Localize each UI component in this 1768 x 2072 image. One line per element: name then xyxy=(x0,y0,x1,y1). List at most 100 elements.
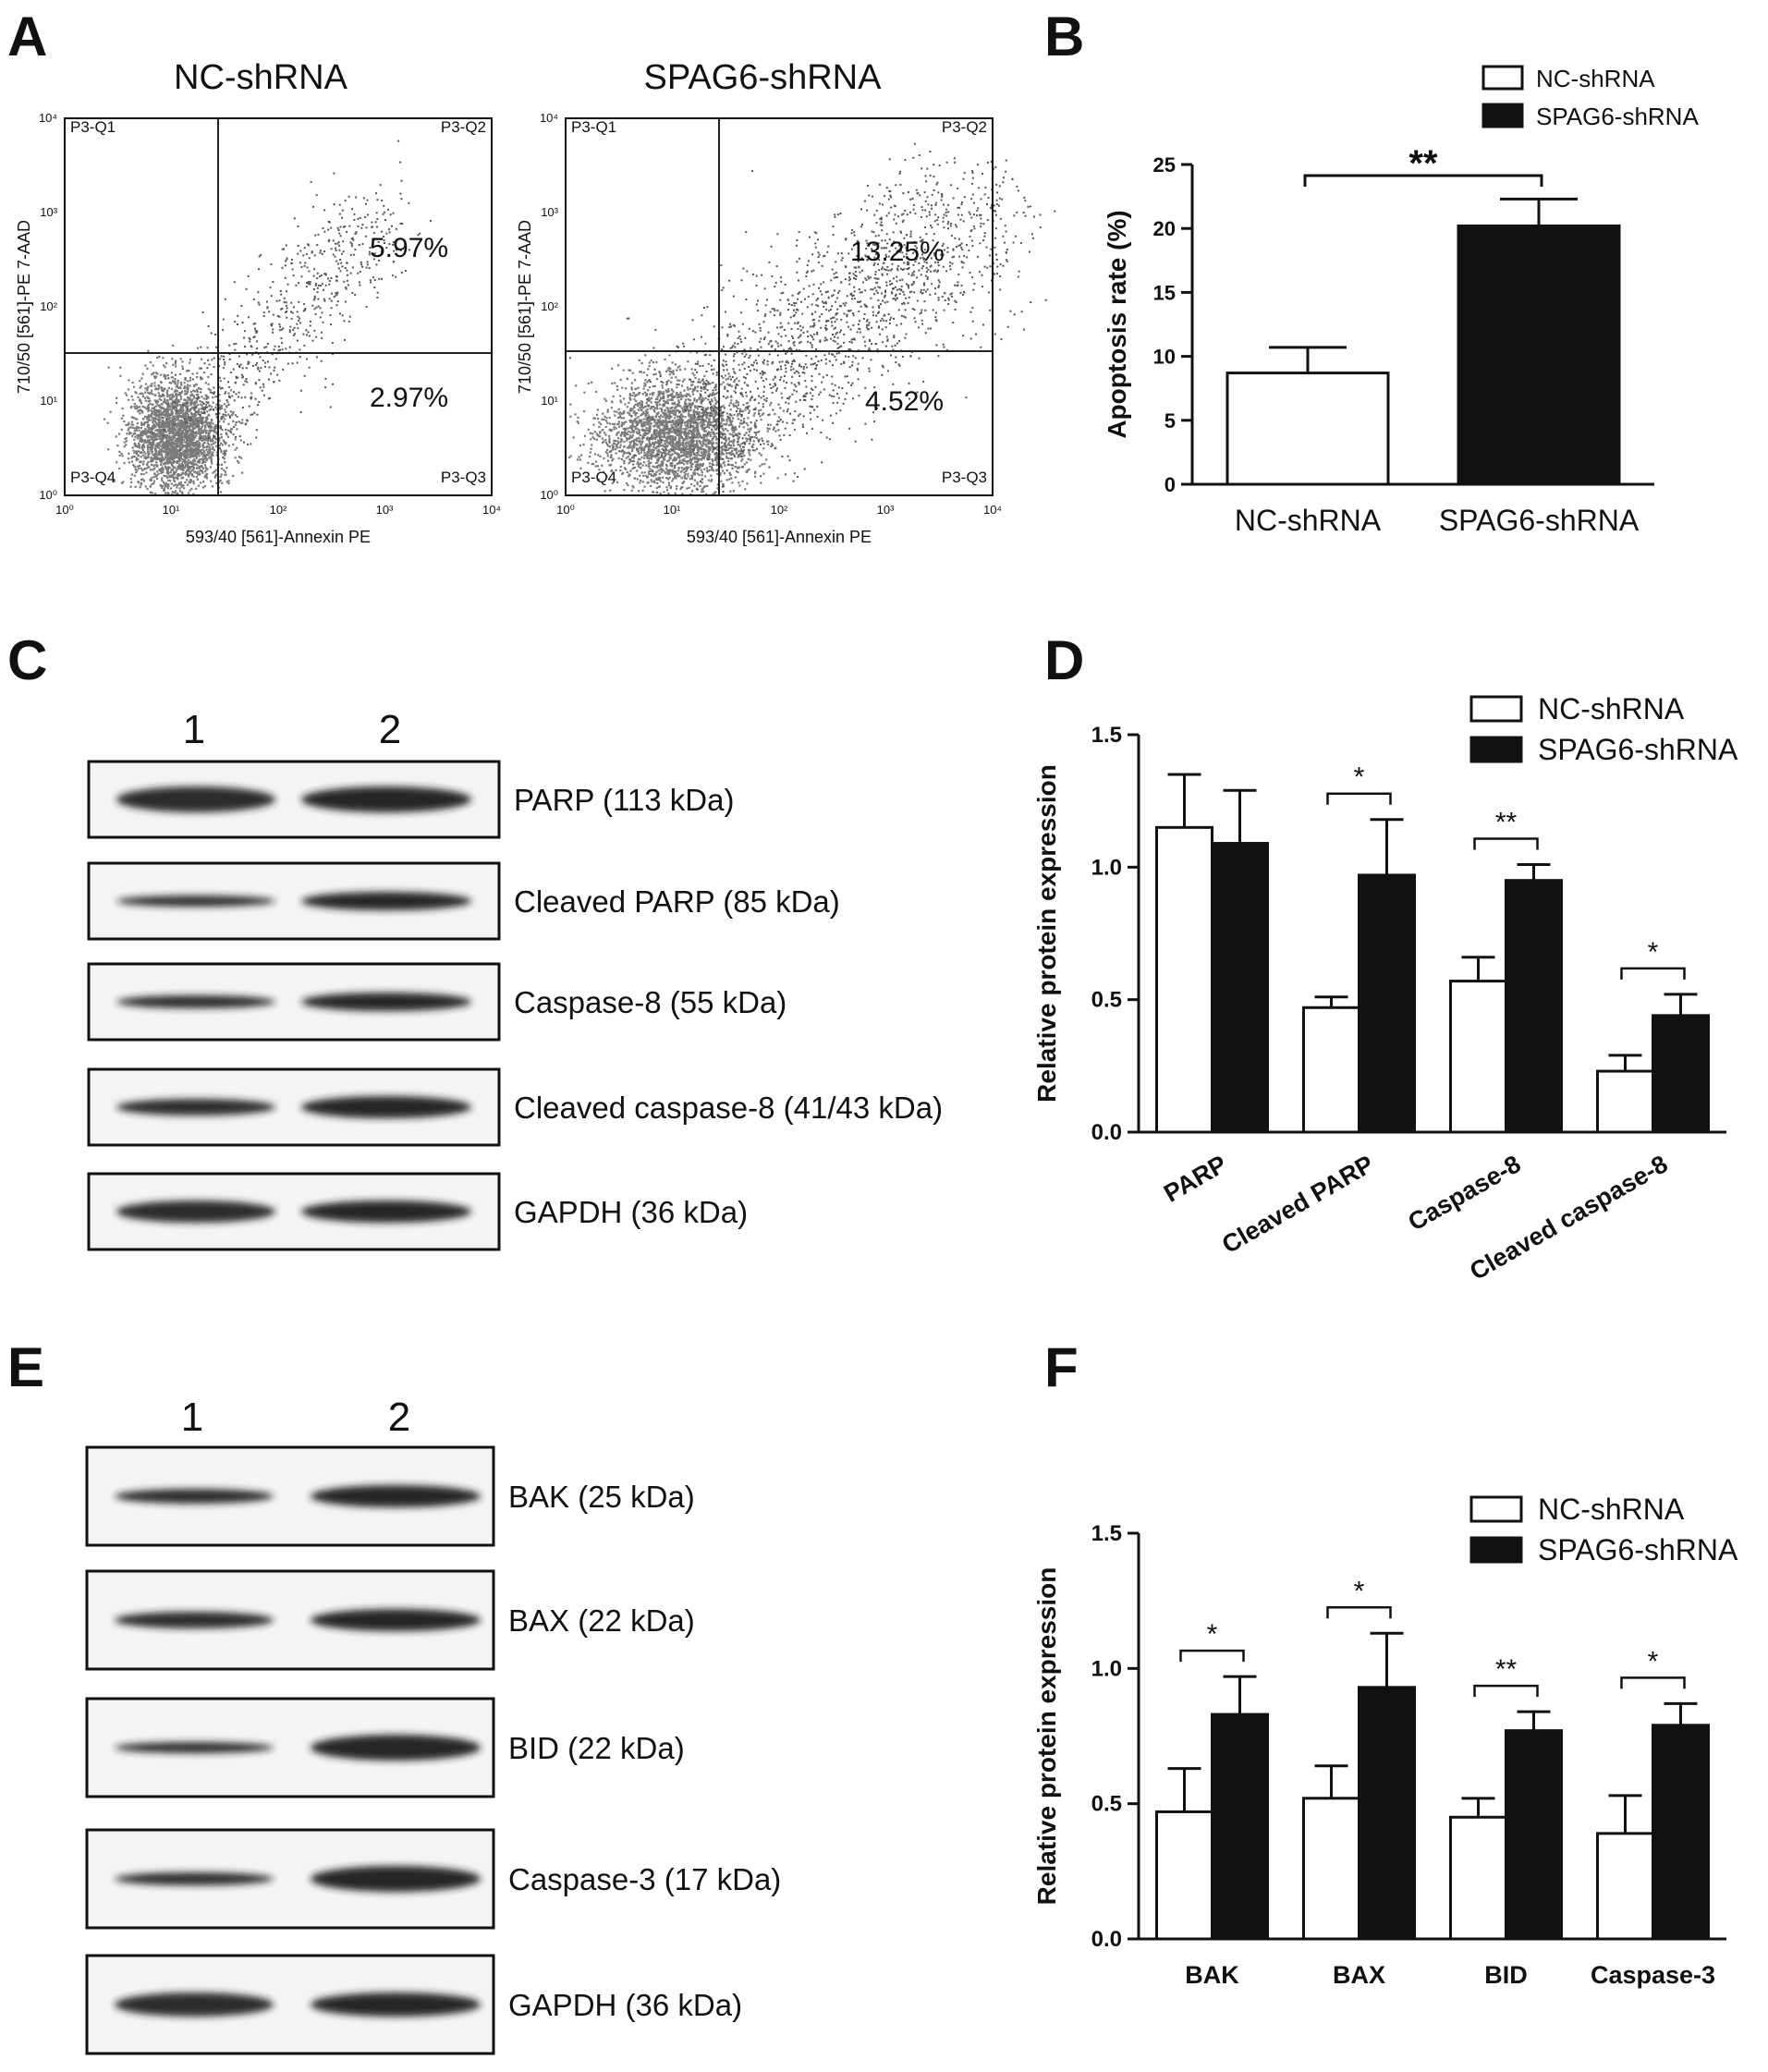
event-dot xyxy=(213,430,216,433)
event-dot xyxy=(188,444,190,446)
event-dot xyxy=(750,427,752,430)
event-dot xyxy=(670,376,673,379)
event-dot xyxy=(232,443,235,446)
event-dot xyxy=(160,386,163,389)
event-dot xyxy=(598,425,601,429)
event-dot xyxy=(146,389,149,392)
event-dot xyxy=(144,415,147,418)
event-dot xyxy=(376,199,379,201)
event-dot xyxy=(291,268,294,271)
flow-title: SPAG6-shRNA xyxy=(644,58,883,97)
event-dot xyxy=(682,454,685,457)
event-dot xyxy=(163,395,165,397)
event-dot xyxy=(147,391,150,394)
event-dot xyxy=(606,410,609,413)
event-dot xyxy=(224,470,226,473)
event-dot xyxy=(706,443,709,445)
event-dot xyxy=(201,408,203,410)
event-dot xyxy=(580,454,583,457)
event-dot xyxy=(161,430,164,433)
event-dot xyxy=(701,416,703,419)
event-dot xyxy=(172,427,175,430)
event-dot xyxy=(146,416,149,419)
event-dot xyxy=(153,434,156,437)
event-dot xyxy=(279,290,282,292)
event-dot xyxy=(120,481,124,484)
event-dot xyxy=(160,403,163,406)
event-dot xyxy=(328,238,331,241)
flow-frame xyxy=(64,117,493,496)
event-dot xyxy=(192,454,195,457)
event-dot xyxy=(395,275,397,278)
event-dot xyxy=(677,436,680,439)
event-dot xyxy=(688,412,690,415)
event-dot xyxy=(674,492,677,494)
event-dot xyxy=(157,435,160,438)
event-dot xyxy=(201,471,204,474)
event-dot xyxy=(759,465,762,468)
event-dot xyxy=(195,376,199,379)
event-dot xyxy=(175,422,177,425)
event-dot xyxy=(176,425,178,428)
event-dot xyxy=(737,418,739,420)
event-dot xyxy=(212,408,214,410)
event-dot xyxy=(292,329,295,332)
event-dot xyxy=(609,456,612,458)
event-dot xyxy=(754,471,757,475)
event-dot xyxy=(696,442,699,445)
event-dot xyxy=(177,421,180,424)
event-dot xyxy=(205,477,208,480)
event-dot xyxy=(638,463,640,466)
event-dot xyxy=(189,455,192,457)
event-dot xyxy=(638,402,640,405)
event-dot xyxy=(628,413,631,416)
event-dot xyxy=(213,476,216,479)
event-dot xyxy=(663,432,665,434)
event-dot xyxy=(697,451,700,454)
event-dot xyxy=(184,414,187,417)
event-dot xyxy=(143,451,146,454)
event-dot xyxy=(224,443,227,445)
event-dot xyxy=(252,298,255,300)
event-dot xyxy=(181,414,184,417)
event-dot xyxy=(163,429,165,432)
event-dot xyxy=(166,393,169,396)
event-dot xyxy=(669,367,672,370)
event-dot xyxy=(147,400,150,403)
event-dot xyxy=(199,367,201,370)
event-dot xyxy=(123,462,126,465)
event-dot xyxy=(631,467,634,470)
event-dot xyxy=(645,427,648,430)
event-dot xyxy=(209,391,212,394)
event-dot xyxy=(664,423,666,427)
event-dot xyxy=(143,433,146,435)
event-dot xyxy=(160,468,164,470)
event-dot xyxy=(185,472,188,475)
event-dot xyxy=(200,376,202,379)
event-dot xyxy=(645,410,648,413)
event-dot xyxy=(172,454,176,457)
event-dot xyxy=(577,421,579,424)
event-dot xyxy=(158,395,161,397)
event-dot xyxy=(205,396,208,399)
event-dot xyxy=(696,447,699,450)
event-dot xyxy=(179,435,182,438)
event-dot xyxy=(280,293,283,296)
event-dot xyxy=(155,402,158,405)
event-dot xyxy=(244,380,247,383)
event-dot xyxy=(689,448,691,451)
event-dot xyxy=(192,475,195,478)
event-dot xyxy=(758,452,761,455)
event-dot xyxy=(215,473,218,476)
event-dot xyxy=(179,442,182,445)
event-dot xyxy=(293,326,296,329)
event-dot xyxy=(321,283,323,286)
event-dot xyxy=(234,448,237,451)
event-dot xyxy=(372,225,374,228)
event-dot xyxy=(208,452,212,455)
event-dot xyxy=(335,275,338,278)
event-dot xyxy=(162,393,165,396)
event-dot xyxy=(230,432,233,434)
event-dot xyxy=(633,441,636,445)
event-dot xyxy=(279,325,281,328)
